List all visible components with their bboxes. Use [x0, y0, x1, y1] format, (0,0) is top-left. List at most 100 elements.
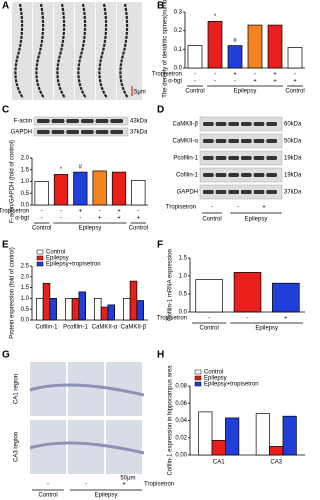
blot-band	[203, 156, 214, 160]
label: Epilepsy	[204, 376, 227, 382]
label: Tropisetron	[144, 482, 174, 488]
label: Tropisetron	[166, 205, 196, 211]
label: -	[237, 205, 239, 211]
blot-band	[203, 139, 214, 143]
y-tick-label: 0.06	[175, 401, 187, 407]
y-tick-label: 0.1	[174, 47, 183, 53]
blot-band	[215, 139, 227, 143]
label: -	[214, 72, 216, 78]
label: Control	[285, 89, 304, 95]
bar	[272, 282, 300, 313]
label: Cofilin-1	[35, 325, 58, 331]
label: CA3	[270, 460, 282, 466]
label: -	[41, 216, 43, 222]
bar	[111, 171, 127, 206]
y-tick-label: 1.5	[21, 167, 30, 173]
label: +	[233, 72, 237, 78]
label: CaMKII-β	[173, 122, 199, 128]
bar	[34, 181, 49, 206]
blot-band	[266, 173, 277, 177]
blot-band	[228, 190, 239, 194]
label: 43kDa	[130, 119, 148, 125]
blot-band	[203, 190, 214, 194]
label: +	[262, 205, 266, 211]
label: -	[137, 209, 139, 215]
y-tick-label: 0.0	[174, 66, 183, 72]
blot-band	[266, 190, 277, 194]
blot-band	[241, 190, 252, 194]
y-tick-label: 0.5	[179, 292, 188, 298]
label: GAPDH	[177, 190, 198, 196]
label: -	[194, 79, 196, 85]
strip-border	[11, 2, 12, 100]
panel-letter: B	[157, 1, 164, 12]
label: -	[247, 316, 249, 322]
bar	[269, 446, 284, 456]
y-tick-label: 1.0	[21, 179, 30, 185]
label: -	[60, 209, 62, 215]
label: Control	[46, 250, 65, 256]
label: 19kDa	[284, 156, 302, 162]
label: -	[47, 482, 49, 488]
label: Tropisetron	[0, 209, 29, 215]
bar	[35, 298, 44, 321]
micrograph	[68, 362, 104, 416]
label: Control	[185, 89, 204, 95]
blot-band	[215, 156, 227, 160]
y-axis-label: Cofilin-1 mRNA expression	[168, 249, 174, 321]
bar	[233, 272, 262, 313]
bar	[211, 439, 226, 456]
y-tick-label: 0.3	[174, 10, 183, 16]
y-tick-label: 1.0	[179, 274, 188, 280]
y-tick-label: 0.0	[21, 318, 30, 324]
blot-band	[253, 173, 265, 177]
blot-band	[215, 173, 227, 177]
strip-border	[116, 2, 117, 100]
tissue-layer	[29, 383, 145, 397]
label: α-bgt	[15, 216, 29, 222]
blot-band	[37, 119, 50, 123]
y-tick-label: 1.5	[179, 256, 188, 262]
label: Epilepsy	[234, 89, 257, 95]
label: -	[234, 79, 236, 85]
panel-letter: F	[157, 240, 163, 251]
y-axis-label: Cofilin-1 expression in hippocampus area	[168, 365, 174, 476]
label: -	[41, 209, 43, 215]
label: 50μm	[120, 476, 135, 482]
blot-band	[51, 119, 65, 123]
label: Epilepsy	[255, 326, 278, 332]
bar	[71, 298, 80, 321]
label: Tropisetron	[152, 72, 182, 78]
y-tick-label: 0.0	[21, 203, 30, 209]
y-tick-label: 1.5	[21, 285, 30, 291]
y-axis-label: Protein expression (fold of control)	[10, 247, 16, 338]
label: 50kDa	[284, 139, 302, 145]
panel-letter: C	[2, 105, 9, 116]
bar	[207, 20, 223, 69]
label: Control	[38, 493, 57, 499]
blot-band	[253, 190, 265, 194]
blot-band	[228, 173, 239, 177]
strip-border	[32, 2, 33, 100]
bar	[42, 282, 51, 321]
y-tick-label: 0.04	[175, 418, 187, 424]
legend-swatch	[36, 261, 44, 267]
y-tick-label: 0.0	[179, 310, 188, 316]
figure: A B C D E F G H 5μm F-actin 43kDa GAPDH 37kDa CaMKII-…	[0, 0, 305, 499]
bar	[93, 298, 102, 321]
bar	[92, 170, 107, 206]
label: α-bgt	[168, 79, 182, 85]
label: +	[273, 72, 277, 78]
panel-letter: E	[2, 240, 9, 251]
label: CaMKII-α	[92, 325, 118, 331]
label: -	[194, 72, 196, 78]
label: 37kDa	[284, 190, 302, 196]
bar	[49, 298, 58, 321]
blot-band	[266, 122, 277, 126]
blot-band	[95, 119, 109, 123]
label: Epilepsy	[46, 256, 69, 262]
panel-letter: A	[2, 1, 9, 12]
significance: *	[60, 167, 63, 173]
label: Epilepsy+tropisetron	[46, 262, 101, 268]
blot-band	[110, 119, 123, 123]
